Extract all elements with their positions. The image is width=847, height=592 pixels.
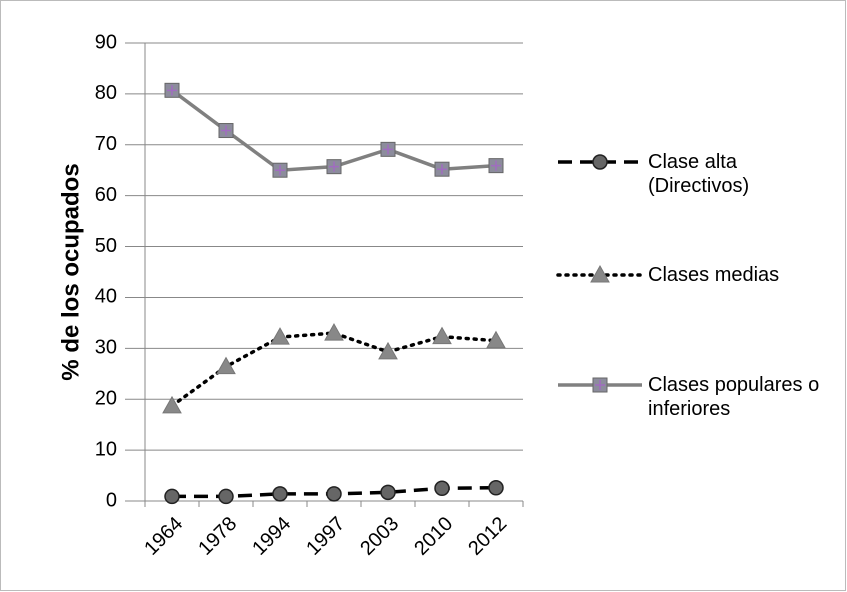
marker-cross	[491, 160, 501, 171]
y-tick-label: 20	[95, 388, 117, 410]
legend-label: Clase alta (Directivos)	[648, 151, 750, 197]
data-point	[486, 330, 506, 349]
y-tick-label: 50	[95, 235, 117, 257]
y-tick-label: 90	[95, 31, 117, 53]
y-tick-label: 0	[106, 489, 117, 511]
data-point	[218, 488, 234, 505]
y-tick-label: 60	[95, 184, 117, 206]
data-point	[164, 488, 180, 505]
legend-label: Clases populares o inferiores	[648, 374, 820, 420]
marker-cross	[437, 164, 447, 175]
marker-cross	[383, 144, 393, 155]
legend-label: Clases medias	[648, 264, 780, 286]
data-point	[488, 480, 504, 496]
y-tick-label: 40	[95, 286, 117, 308]
data-point	[380, 484, 396, 501]
y-tick-label: 70	[95, 133, 117, 155]
marker-cross	[329, 161, 339, 172]
data-point	[162, 395, 182, 414]
data-point	[324, 323, 344, 341]
marker-cross	[595, 380, 605, 390]
y-tick-label: 30	[95, 337, 117, 359]
data-point	[432, 326, 452, 345]
marker-cross	[221, 125, 231, 136]
y-axis-title: % de los ocupados	[57, 163, 84, 380]
data-point	[326, 486, 342, 502]
data-point	[216, 356, 236, 375]
data-point	[272, 486, 288, 502]
marker-cross	[167, 85, 177, 96]
y-tick-label: 80	[95, 82, 117, 104]
data-point	[378, 341, 398, 360]
legend-marker	[590, 264, 610, 283]
data-point	[434, 480, 450, 497]
marker-cross	[275, 165, 285, 176]
y-tick-label: 10	[95, 438, 117, 460]
legend-marker	[592, 154, 608, 170]
data-point	[270, 327, 290, 345]
